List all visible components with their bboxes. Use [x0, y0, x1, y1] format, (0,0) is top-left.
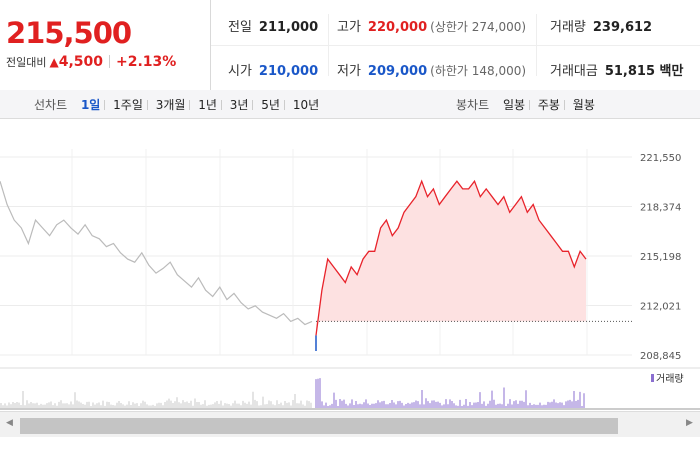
prev-close-stat: 전일 211,000: [228, 20, 319, 35]
open-stat: 시가 210,000: [228, 64, 319, 79]
volume-legend: 거래량: [656, 373, 684, 385]
change-percent: +2.13%: [116, 54, 177, 70]
scrollbar-thumb[interactable]: [20, 418, 618, 434]
volume-stat: 거래량 239,612: [550, 20, 653, 35]
change-label: 전일대비: [6, 56, 47, 69]
candle-chart-periods: 봉차트 일봉 주봉 월봉: [456, 96, 599, 113]
candle-weekly[interactable]: 주봉: [537, 98, 560, 112]
y-tick-label: 218,374: [640, 203, 681, 214]
price-change: 전일대비 ▲4,500 +2.13%: [6, 54, 176, 70]
y-tick-label: 221,550: [640, 153, 681, 164]
change-value: 4,500: [58, 54, 104, 70]
series-area-today: [316, 181, 586, 336]
series-line-prev: [0, 181, 313, 326]
period-5y[interactable]: 5년: [261, 98, 280, 112]
line-chart-periods: 선차트 1일 1주일 3개월 1년 3년 5년 10년: [34, 96, 323, 113]
current-price-box: 215,500 전일대비 ▲4,500 +2.13%: [0, 0, 211, 90]
chart-scrollbar[interactable]: ◀ ▶: [0, 411, 700, 437]
period-10y[interactable]: 10년: [292, 98, 320, 112]
candle-daily[interactable]: 일봉: [502, 98, 526, 112]
chart-toolbar: 선차트 1일 1주일 3개월 1년 3년 5년 10년 봉차트 일봉 주봉 월봉: [0, 90, 700, 119]
line-chart-label: 선차트: [34, 98, 68, 112]
candle-chart-label: 봉차트: [456, 98, 490, 112]
scroll-left-icon[interactable]: ◀: [6, 418, 13, 428]
volume-legend-swatch: [651, 374, 654, 382]
period-1y[interactable]: 1년: [198, 98, 217, 112]
series-line-today: [315, 179, 587, 336]
period-3m[interactable]: 3개월: [155, 98, 186, 112]
period-1d[interactable]: 1일: [80, 98, 101, 112]
y-tick-label: 212,021: [640, 302, 681, 313]
period-3y[interactable]: 3년: [229, 98, 249, 112]
current-price: 215,500: [6, 16, 132, 50]
period-1w[interactable]: 1주일: [113, 98, 143, 112]
candle-monthly[interactable]: 월봉: [572, 98, 595, 112]
up-arrow-icon: ▲: [49, 55, 59, 69]
y-tick-label: 215,198: [640, 252, 681, 263]
price-header: 215,500 전일대비 ▲4,500 +2.13% 전일 211,000 고가 220…: [0, 0, 700, 91]
high-stat: 고가 220,000 (상한가 274,000): [337, 20, 527, 35]
y-tick-label: 208,845: [640, 351, 681, 362]
scroll-right-icon[interactable]: ▶: [686, 418, 693, 428]
low-stat: 저가 209,000 (하한가 148,000): [337, 64, 527, 79]
amount-stat: 거래대금 51,815 백만: [550, 64, 684, 79]
